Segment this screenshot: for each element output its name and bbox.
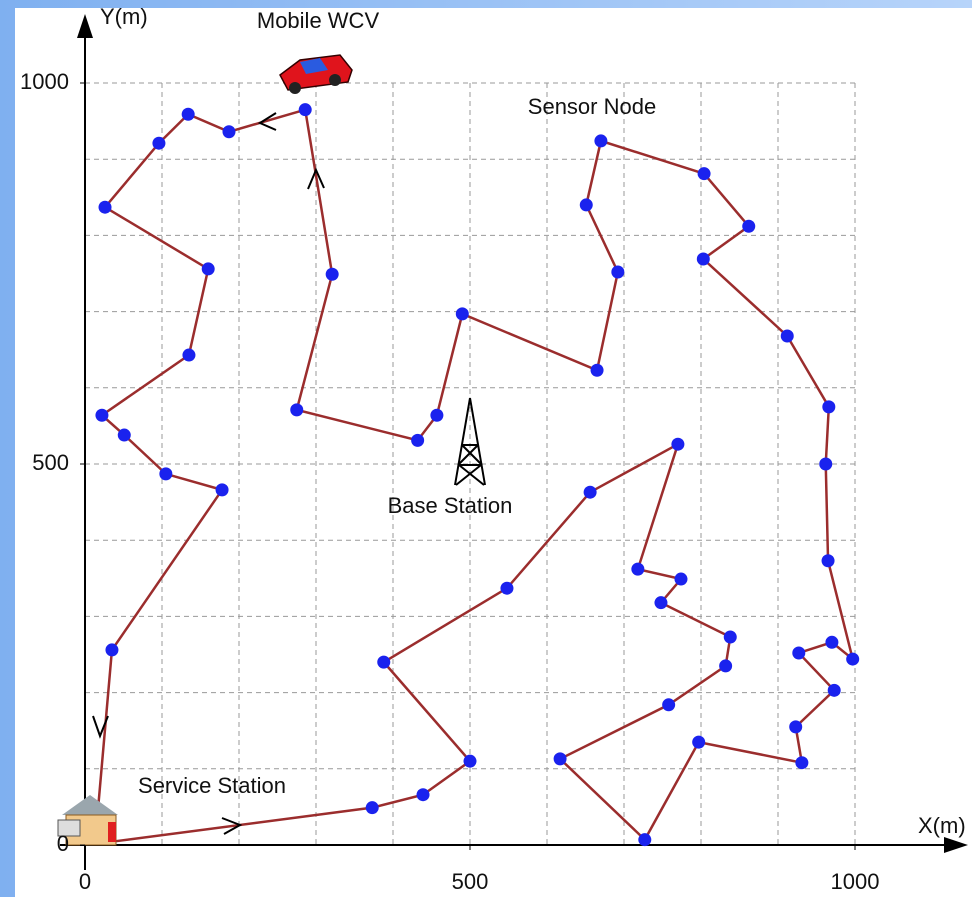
sensor-node: [692, 736, 705, 749]
annotation: Mobile WCV: [257, 8, 380, 33]
x-tick-label: 1000: [831, 869, 880, 894]
sensor-node: [105, 643, 118, 656]
sensor-node: [299, 103, 312, 116]
sensor-node: [631, 563, 644, 576]
sensor-node: [792, 646, 805, 659]
sensor-node: [674, 573, 687, 586]
sensor-node: [99, 201, 112, 214]
y-tick-label: 500: [32, 450, 69, 475]
sensor-node: [366, 801, 379, 814]
sensor-node: [742, 220, 755, 233]
sensor-node: [795, 756, 808, 769]
sensor-node: [846, 653, 859, 666]
sensor-node: [290, 403, 303, 416]
sensor-node: [182, 349, 195, 362]
sensor-node: [456, 307, 469, 320]
sensor-node: [819, 458, 832, 471]
chart: X(m) Y(m) Mobile WCV Sensor Node Base St…: [0, 0, 972, 897]
sensor-node: [95, 409, 108, 422]
annotation: Base Station: [388, 493, 513, 518]
sensor-node: [159, 467, 172, 480]
sensor-node: [611, 265, 624, 278]
sensor-node: [724, 630, 737, 643]
sensor-node: [719, 659, 732, 672]
sensor-node: [182, 108, 195, 121]
x-axis-label: X(m): [918, 813, 966, 838]
sensor-node: [594, 134, 607, 147]
sensor-node: [828, 684, 841, 697]
sensor-node: [654, 596, 667, 609]
sensor-node: [326, 268, 339, 281]
sensor-node: [222, 125, 235, 138]
sensor-node: [698, 167, 711, 180]
sensor-node: [464, 755, 477, 768]
sensor-node: [671, 438, 684, 451]
sensor-node: [417, 788, 430, 801]
annotation: Sensor Node: [528, 94, 656, 119]
sensor-node: [822, 400, 835, 413]
sensor-node: [822, 554, 835, 567]
sensor-node: [662, 698, 675, 711]
sensor-node: [202, 262, 215, 275]
sensor-node: [430, 409, 443, 422]
sensor-node: [638, 833, 651, 846]
y-tick-label: 0: [57, 831, 69, 856]
sensor-node: [500, 582, 513, 595]
sensor-node: [580, 198, 593, 211]
x-tick-label: 500: [452, 869, 489, 894]
sensor-node: [825, 636, 838, 649]
sensor-node: [216, 483, 229, 496]
x-tick-label: 0: [79, 869, 91, 894]
y-tick-label: 1000: [20, 69, 69, 94]
y-axis-label: Y(m): [100, 4, 148, 29]
sensor-node: [789, 720, 802, 733]
sensor-node: [584, 486, 597, 499]
annotation: Service Station: [138, 773, 286, 798]
sensor-node: [554, 752, 567, 765]
sensor-node: [697, 253, 710, 266]
page: X(m) Y(m) Mobile WCV Sensor Node Base St…: [0, 0, 972, 897]
sensor-node: [377, 656, 390, 669]
sensor-node: [411, 434, 424, 447]
sensor-node: [152, 137, 165, 150]
sensor-node: [591, 364, 604, 377]
sensor-node: [781, 329, 794, 342]
sensor-node: [118, 429, 131, 442]
